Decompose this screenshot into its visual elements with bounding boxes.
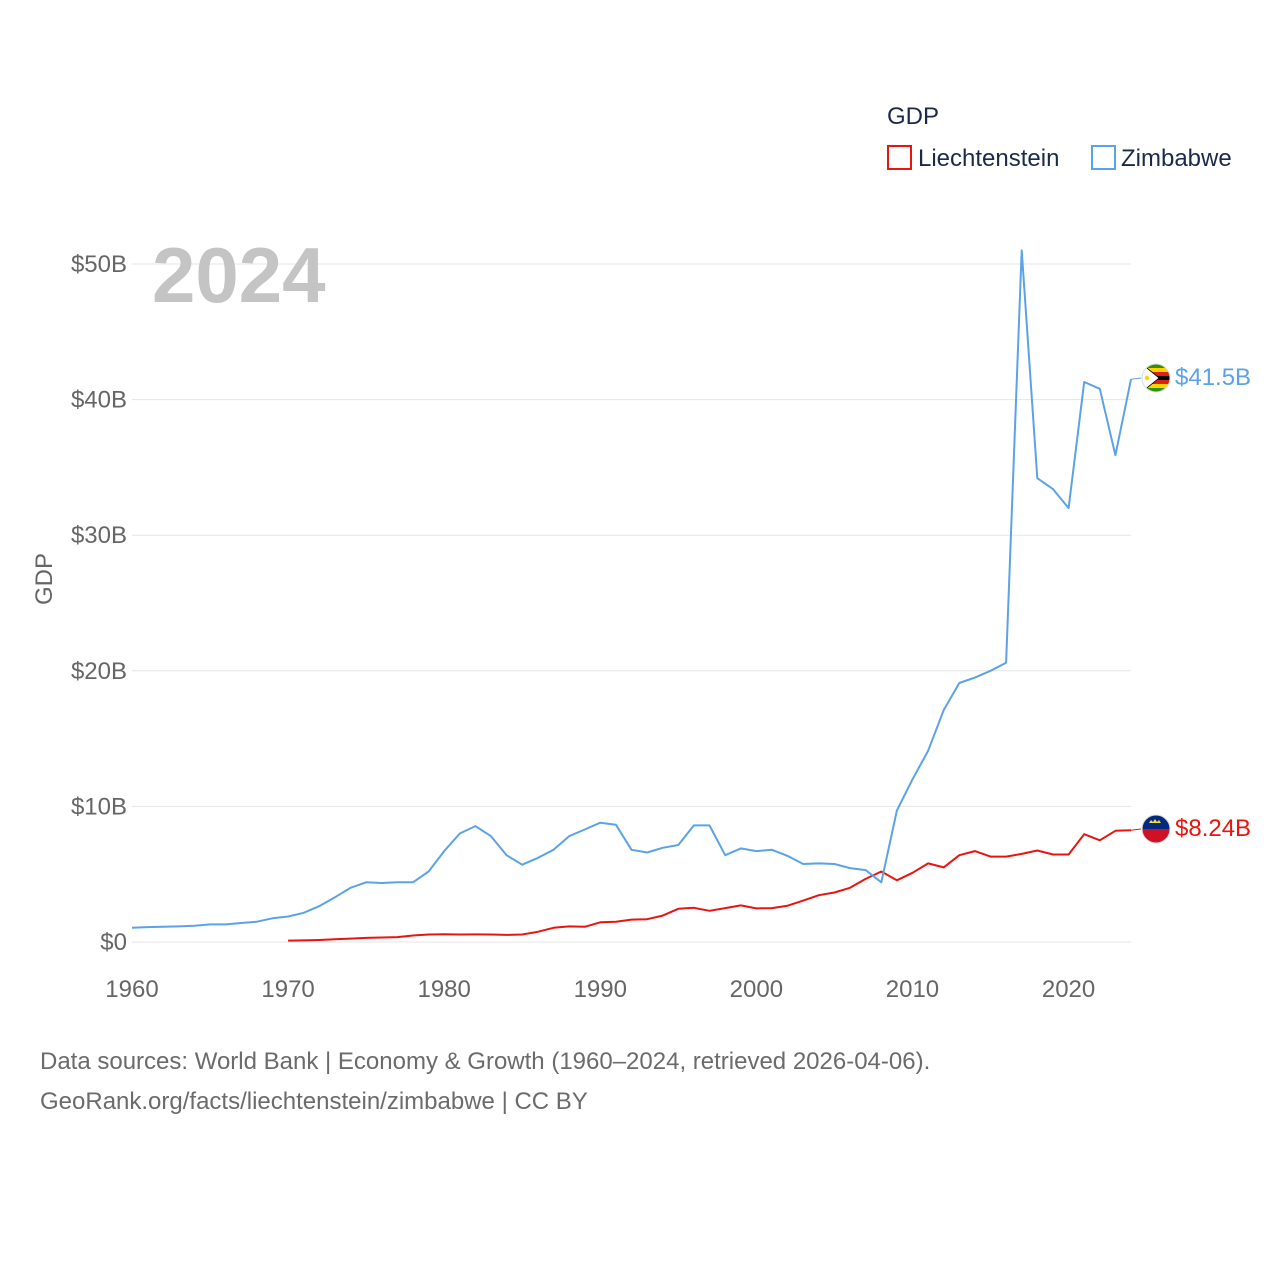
y-tick-label: $20B (71, 658, 127, 685)
y-axis-title: GDP (31, 553, 58, 605)
legend-title: GDP (887, 103, 939, 130)
gridlines (132, 263, 1131, 943)
series-line-zimbabwe (131, 249, 1132, 929)
x-tick-label: 2020 (1042, 976, 1095, 1003)
y-tick-label: $0 (100, 929, 127, 956)
source-line-1: Data sources: World Bank | Economy & Gro… (40, 1048, 931, 1075)
y-axis-ticks: $0 $10B $20B $30B $40B $50B (71, 251, 127, 956)
x-tick-label: 2000 (730, 976, 783, 1003)
x-tick-label: 1960 (105, 976, 158, 1003)
legend-swatch-zimbabwe (1091, 145, 1116, 170)
y-tick-label: $10B (71, 793, 127, 820)
y-tick-label: $40B (71, 387, 127, 414)
legend-item-zimbabwe[interactable]: Zimbabwe (1091, 145, 1232, 172)
zimbabwe-end-value-label: $41.5B (1175, 364, 1251, 391)
legend-label-zimbabwe: Zimbabwe (1121, 145, 1232, 172)
x-tick-label: 1980 (417, 976, 470, 1003)
series-line-liechtenstein (288, 829, 1132, 942)
zimbabwe-flag-icon (1142, 364, 1170, 392)
x-tick-label: 1970 (261, 976, 314, 1003)
x-tick-label: 1990 (574, 976, 627, 1003)
end-connector-liechtenstein (1130, 828, 1142, 831)
liechtenstein-end-value-label: $8.24B (1175, 815, 1251, 842)
year-label: 2024 (152, 231, 326, 319)
y-tick-label: $30B (71, 522, 127, 549)
data-source-note: Data sources: World Bank | Economy & Gro… (40, 1042, 930, 1122)
y-tick-label: $50B (71, 251, 127, 278)
legend-swatch-liechtenstein (887, 145, 912, 170)
legend-item-liechtenstein[interactable]: Liechtenstein (887, 145, 1059, 172)
series-lines (131, 249, 1132, 942)
legend-label-liechtenstein: Liechtenstein (918, 145, 1059, 172)
end-connector-zimbabwe (1130, 377, 1142, 380)
liechtenstein-flag-icon (1142, 815, 1170, 843)
x-tick-label: 2010 (886, 976, 939, 1003)
gdp-line-chart: GDP Liechtenstein Zimbabwe $0 $10B $20B $30… (31, 103, 1251, 1003)
source-line-2: GeoRank.org/facts/liechtenstein/zimbabwe… (40, 1088, 588, 1115)
x-axis-ticks: 1960 1970 1980 1990 2000 2010 2020 (105, 976, 1095, 1003)
series-end-markers (1130, 377, 1142, 831)
